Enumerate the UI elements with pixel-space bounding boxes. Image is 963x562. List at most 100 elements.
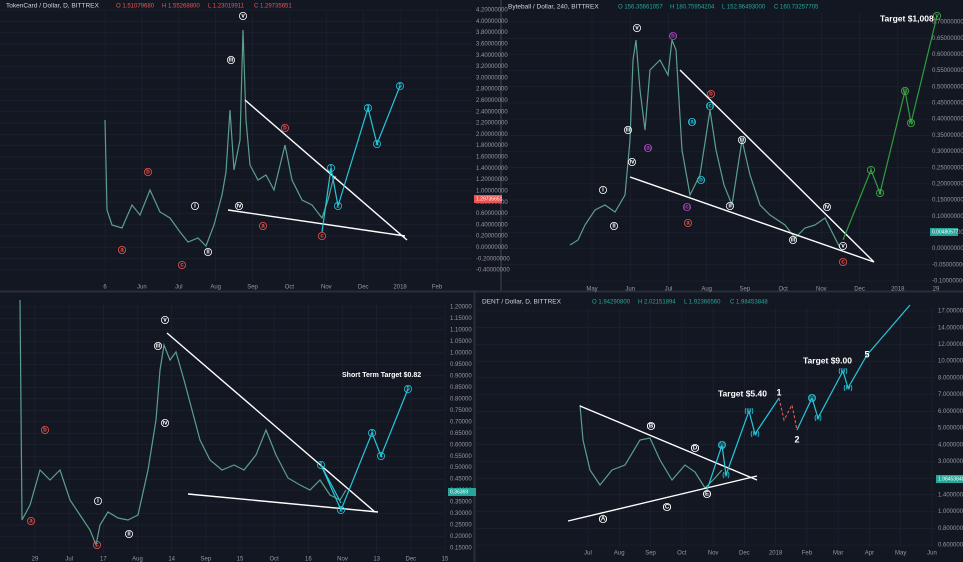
x-axis-label: Sep xyxy=(645,551,656,557)
x-axis-label: Dec xyxy=(358,285,369,291)
wave-label: ii xyxy=(127,532,131,538)
x-axis-label: Oct xyxy=(778,287,788,293)
wave-label: ii xyxy=(878,191,882,197)
trendlines xyxy=(166,69,875,522)
wave-label: iv xyxy=(908,121,914,127)
y-axis-label: 1.60000000 xyxy=(476,155,508,161)
y-axis-label: 14.0000000 xyxy=(938,325,963,331)
wave-label: i xyxy=(97,499,99,505)
panel-bg xyxy=(0,0,500,290)
y-axis-label: 3.20000000 xyxy=(476,64,508,70)
x-axis-label: 2018 xyxy=(769,551,783,557)
y-axis-label: 1.00000000 xyxy=(938,509,963,515)
wave-marker xyxy=(644,143,653,152)
y-axis-label: 17.0000000 xyxy=(938,309,963,315)
header-symbol: Byteball / Dollar, 240, BITTREX xyxy=(508,4,599,11)
wave-marker xyxy=(839,241,848,250)
wave-label: (D) xyxy=(691,446,699,452)
projection xyxy=(320,388,409,512)
x-axis-label: Feb xyxy=(432,285,443,291)
wave-label: v xyxy=(635,26,639,32)
y-axis-label: 2.20000000 xyxy=(476,121,508,127)
wave-label: iii xyxy=(228,58,233,64)
y-axis-label: 0.30000000 xyxy=(932,149,963,155)
wave-marker xyxy=(738,135,747,144)
y-axis-label: 0.00000000 xyxy=(476,245,508,251)
wave-label: ii xyxy=(612,224,616,230)
wave-label: 2 xyxy=(336,204,340,210)
y-axis-label: 1.00000 xyxy=(450,350,472,356)
wave-label: ii xyxy=(206,250,210,256)
x-axis-label: Mar xyxy=(833,551,843,557)
y-axis-label: -0.05000000 xyxy=(932,262,963,268)
x-axis-label: 29 xyxy=(933,287,940,293)
y-axis-label: 2.60000000 xyxy=(476,98,508,104)
y-axis-label: 1.40000000 xyxy=(938,492,963,498)
wave-marker xyxy=(333,201,342,210)
panel-bg xyxy=(476,293,963,562)
wave-marker xyxy=(663,502,672,511)
y-axis-label: 3.00000000 xyxy=(938,459,963,465)
price-line xyxy=(569,39,841,249)
wave-marker xyxy=(234,201,243,210)
projection xyxy=(796,304,911,431)
x-axis-label: May xyxy=(895,551,906,557)
y-axis-label: 0.20000000 xyxy=(932,181,963,187)
wave-marker xyxy=(177,260,186,269)
y-axis-label: 0.50000 xyxy=(450,465,472,471)
wave-label: (B) xyxy=(647,424,655,430)
wave-label: c xyxy=(841,260,845,266)
x-axis-label: 15 xyxy=(442,557,449,562)
wave-label: 3 xyxy=(366,106,370,112)
wave-marker xyxy=(125,530,134,539)
y-axis-label: 1.10000 xyxy=(450,328,472,334)
wave-label: iv xyxy=(629,160,635,166)
wave-marker xyxy=(697,175,706,184)
target-label: Short Term Target $0.82 xyxy=(342,372,421,379)
trendline xyxy=(579,405,758,481)
wave-marker xyxy=(160,315,169,324)
y-axis-label: 6.00000000 xyxy=(938,409,963,415)
y-axis-label: 0.15000 xyxy=(450,546,472,552)
price-tag xyxy=(448,488,476,496)
wave-marker xyxy=(372,139,381,148)
y-axis-label: 4.00000000 xyxy=(476,19,508,25)
y-axis-label: 1.00000000 xyxy=(476,188,508,194)
wave-label: (a) xyxy=(644,146,651,152)
header-c: C 1.29735651 xyxy=(254,4,292,10)
y-axis-label: 1.20000000 xyxy=(476,177,508,183)
x-axis-label: Jun xyxy=(137,285,147,291)
x-axis-label: Aug xyxy=(210,285,221,291)
projection xyxy=(842,15,938,241)
x-axis-label: 2018 xyxy=(393,285,407,291)
wave-marker xyxy=(691,443,700,452)
y-axis-label: 0.65000 xyxy=(450,431,472,437)
trendline xyxy=(567,475,758,522)
price-tag-label: 1.98453848 xyxy=(938,476,963,482)
wave-label: 2 xyxy=(339,508,343,514)
wave-label: a xyxy=(686,221,690,227)
x-axis-label: May xyxy=(586,287,597,293)
wave-label: a xyxy=(29,519,33,525)
wave-label: (c) xyxy=(683,205,690,211)
y-axis-label: 1.40000000 xyxy=(476,166,508,172)
trendline xyxy=(187,493,379,513)
x-axis-label: Dec xyxy=(405,557,416,562)
wave-label: iv xyxy=(162,421,168,427)
wave-label: (A) xyxy=(599,517,607,523)
y-axis-label: 0.45000 xyxy=(450,477,472,483)
wave-label: c xyxy=(95,543,99,549)
wave-label: (i) xyxy=(719,443,725,449)
wave-marker xyxy=(153,341,162,350)
y-axis-label: 3.40000000 xyxy=(476,53,508,59)
wave-label: 4 xyxy=(375,142,379,148)
x-axis-label: Aug xyxy=(132,557,143,562)
wave-marker xyxy=(203,247,212,256)
x-axis-label: Feb xyxy=(802,551,813,557)
wave-marker xyxy=(26,517,35,526)
y-axis-label: 4.20000000 xyxy=(476,8,508,14)
y-axis-label: 0.60000000 xyxy=(932,52,963,58)
wave-marker xyxy=(624,126,633,135)
y-axis-label: 12.0000000 xyxy=(938,342,963,348)
